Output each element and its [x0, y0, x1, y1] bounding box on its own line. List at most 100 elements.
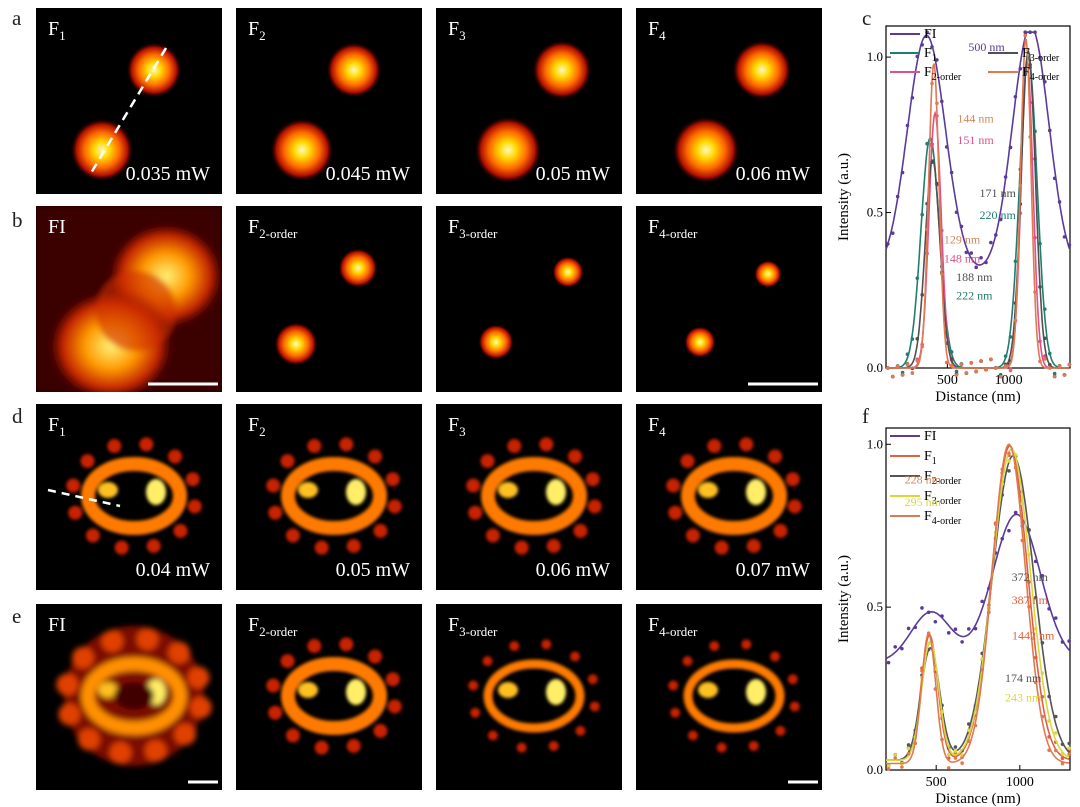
- data-point: [935, 58, 939, 62]
- data-point: [886, 660, 891, 665]
- data-point: [980, 599, 984, 604]
- data-point: [1033, 157, 1037, 161]
- data-point: [1057, 364, 1062, 369]
- data-point: [1000, 536, 1005, 541]
- data-point: [890, 374, 895, 379]
- power-label: 0.035 mW: [125, 163, 210, 185]
- data-point: [1062, 235, 1067, 239]
- data-point: [1047, 366, 1052, 370]
- data-point: [1053, 616, 1058, 620]
- y-tick-label: 1.0: [867, 436, 883, 451]
- data-point: [989, 357, 993, 362]
- data-point: [1013, 259, 1018, 264]
- annotation-label: 228 nm: [905, 472, 942, 486]
- data-point: [925, 30, 929, 35]
- data-point: [920, 42, 924, 47]
- data-point: [960, 640, 964, 644]
- annotation-label: 220 nm: [979, 208, 1016, 222]
- data-point: [993, 522, 998, 526]
- data-point: [930, 160, 934, 164]
- data-point: [979, 359, 983, 363]
- data-point: [949, 363, 954, 368]
- data-point: [1028, 30, 1032, 35]
- image-b-f4-order: F4-order: [636, 206, 822, 392]
- power-label: 0.05 mW: [535, 163, 610, 185]
- data-point: [1033, 290, 1037, 294]
- tile-title: F4: [648, 414, 666, 439]
- data-point: [900, 646, 904, 651]
- panel-label-e: e: [12, 604, 22, 628]
- annotation-label: 148 nm: [944, 251, 981, 265]
- data-point: [906, 746, 911, 751]
- annotation-label: 171 nm: [979, 186, 1016, 200]
- data-point: [959, 362, 964, 367]
- data-point: [1040, 695, 1045, 699]
- annotation-label: 151 nm: [957, 133, 994, 147]
- x-axis-label: Distance (nm): [935, 389, 1020, 404]
- data-point: [1038, 339, 1042, 344]
- data-point: [998, 217, 1003, 222]
- data-point: [910, 337, 915, 341]
- data-point: [1038, 55, 1042, 60]
- data-point: [946, 766, 951, 770]
- data-point: [1013, 510, 1018, 515]
- data-point: [915, 54, 920, 59]
- data-point: [1023, 33, 1028, 38]
- data-point: [913, 741, 918, 746]
- data-point: [1028, 62, 1032, 67]
- data-point: [969, 251, 974, 255]
- data-point: [1043, 307, 1047, 311]
- data-point: [1052, 374, 1057, 379]
- data-point: [926, 631, 931, 635]
- power-label: 0.04 mW: [135, 559, 210, 581]
- data-point: [953, 627, 958, 632]
- data-point: [1038, 241, 1042, 246]
- power-label: 0.06 mW: [535, 559, 610, 581]
- data-point: [920, 669, 924, 673]
- tile-title: F4-order: [648, 216, 698, 241]
- y-tick-label: 1.0: [867, 49, 883, 64]
- data-point: [967, 627, 971, 631]
- data-point: [987, 610, 991, 614]
- data-point: [989, 240, 993, 245]
- image-b-f2-order: F2-order: [236, 206, 422, 392]
- data-point: [969, 361, 974, 365]
- annotation-label: 1442 nm: [1012, 629, 1055, 643]
- data-point: [1007, 459, 1011, 463]
- data-point: [1013, 94, 1018, 99]
- image-d-f4: F4 0.07 mW: [636, 404, 822, 590]
- data-point: [1047, 718, 1051, 723]
- data-point: [1013, 453, 1018, 457]
- data-point: [910, 95, 915, 100]
- panel-label-a: a: [12, 6, 22, 30]
- tile-title: F2: [248, 414, 266, 439]
- data-point: [933, 687, 938, 691]
- data-point: [926, 610, 931, 615]
- data-point: [1033, 30, 1037, 35]
- data-point: [920, 293, 924, 297]
- data-point: [964, 250, 969, 255]
- data-point: [930, 45, 934, 49]
- data-point: [900, 765, 904, 769]
- data-point: [930, 143, 934, 148]
- data-point: [886, 763, 891, 768]
- data-point: [946, 752, 951, 757]
- data-point: [1027, 527, 1031, 532]
- legend-label: F1: [924, 449, 937, 467]
- data-point: [920, 606, 924, 610]
- tile-title: F3: [448, 414, 466, 439]
- data-point: [940, 271, 944, 276]
- data-point: [1020, 501, 1025, 506]
- x-axis-label: Distance (nm): [935, 791, 1020, 807]
- data-point: [940, 99, 944, 104]
- data-point: [1040, 574, 1045, 578]
- image-e-fi: FI: [36, 604, 222, 790]
- data-point: [900, 170, 905, 175]
- tile-title: F1: [48, 414, 66, 439]
- data-point: [1047, 362, 1052, 367]
- data-point: [900, 373, 905, 377]
- data-point: [973, 723, 978, 728]
- data-point: [915, 359, 920, 363]
- data-point: [1003, 354, 1008, 358]
- data-point: [967, 722, 971, 726]
